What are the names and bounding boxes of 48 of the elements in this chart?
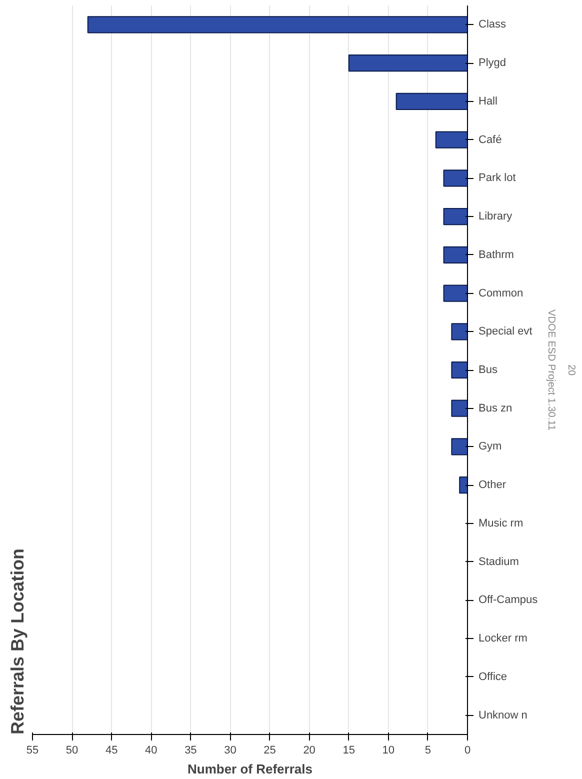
x-tick-label: 40 [145, 744, 158, 756]
x-tick-label: 35 [184, 744, 197, 756]
x-tick-label: 10 [382, 744, 395, 756]
bar [451, 323, 468, 340]
bar [451, 400, 468, 417]
y-tick-label: Off-Campus [478, 594, 538, 606]
y-tick-label: Unknow n [478, 709, 528, 722]
bar [443, 284, 468, 302]
bar [451, 361, 468, 379]
y-tick-label: Hall [478, 95, 498, 108]
y-tick-label: Locker rm [478, 632, 528, 645]
text: Referrals By Location [8, 548, 28, 734]
y-tick-label: Office [478, 670, 508, 683]
y-tick-label: Class [478, 18, 507, 31]
y-tick-label: Park lot [478, 172, 516, 184]
y-tick-label: Other [478, 479, 506, 492]
x-tick-label: 25 [264, 744, 276, 756]
x-axis-title: Number of Referrals [188, 762, 312, 776]
x-tick-label: 45 [105, 744, 118, 756]
bar [459, 476, 468, 494]
y-tick-label: Bus zn [478, 402, 512, 414]
y-tick-label: Special evt [478, 326, 532, 338]
x-tick-label: 30 [224, 744, 236, 756]
x-tick-label: 15 [342, 744, 355, 756]
text: 20 [566, 364, 576, 376]
y-tick-label: Gym [478, 440, 502, 453]
y-tick-label: Common [478, 287, 524, 300]
text: VDOE ESD Project 1.30.11 [546, 310, 556, 431]
bar [396, 92, 468, 110]
x-tick-label: 5 [424, 744, 432, 756]
y-tick-label: Library [478, 210, 513, 223]
y-tick-label: Bathrm [478, 248, 514, 261]
y-tick-label: Bus [478, 364, 498, 376]
bar [443, 246, 468, 264]
bar [443, 208, 468, 226]
bar [443, 170, 468, 187]
x-tick-label: 0 [464, 744, 471, 756]
bar [435, 131, 468, 148]
y-tick-label: Stadium [478, 556, 519, 568]
y-tick-label: Café [478, 134, 502, 146]
y-tick-label: Plygd [478, 57, 506, 70]
bar [87, 16, 468, 34]
bar [451, 438, 468, 456]
bar [348, 54, 468, 72]
y-tick-label: Music rm [478, 517, 524, 530]
x-tick-label: 55 [26, 744, 39, 756]
x-tick-label: 20 [303, 744, 316, 756]
x-tick-label: 50 [66, 744, 78, 756]
